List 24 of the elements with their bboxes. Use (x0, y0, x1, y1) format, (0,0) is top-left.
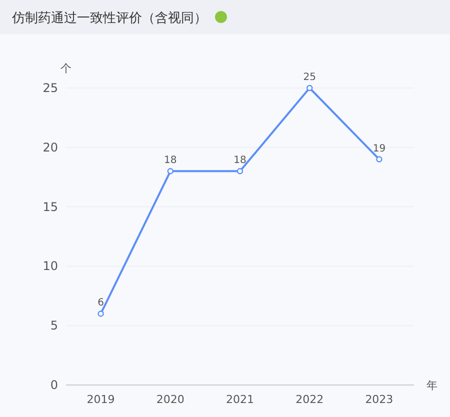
x-tick-label: 2022 (296, 393, 324, 406)
data-label: 25 (303, 72, 316, 83)
data-label: 18 (164, 155, 177, 166)
data-label: 18 (234, 155, 246, 166)
x-axis-title: 年 (426, 379, 438, 392)
x-tick-label: 2023 (365, 393, 394, 406)
y-tick-label: 20 (42, 140, 58, 154)
y-tick-label: 15 (42, 200, 58, 214)
data-label: 19 (372, 143, 386, 154)
point (167, 168, 174, 174)
point (236, 168, 244, 174)
x-tick-label: 2020 (156, 393, 184, 406)
point (98, 310, 104, 317)
x-tick-label: 2021 (226, 393, 254, 406)
y-tick-label: 0 (50, 378, 58, 392)
y-tick-label: 10 (42, 259, 58, 274)
y-axis-title: 个 (60, 62, 72, 75)
y-tick-label: 25 (42, 81, 58, 95)
y-tick-label: 5 (50, 318, 58, 333)
point (306, 84, 313, 92)
point (376, 156, 382, 162)
x-tick-label: 2019 (86, 393, 115, 406)
data-label: 6 (98, 298, 104, 309)
chart-title: 仿制药通过一致性评价（含视同） (11, 11, 207, 26)
